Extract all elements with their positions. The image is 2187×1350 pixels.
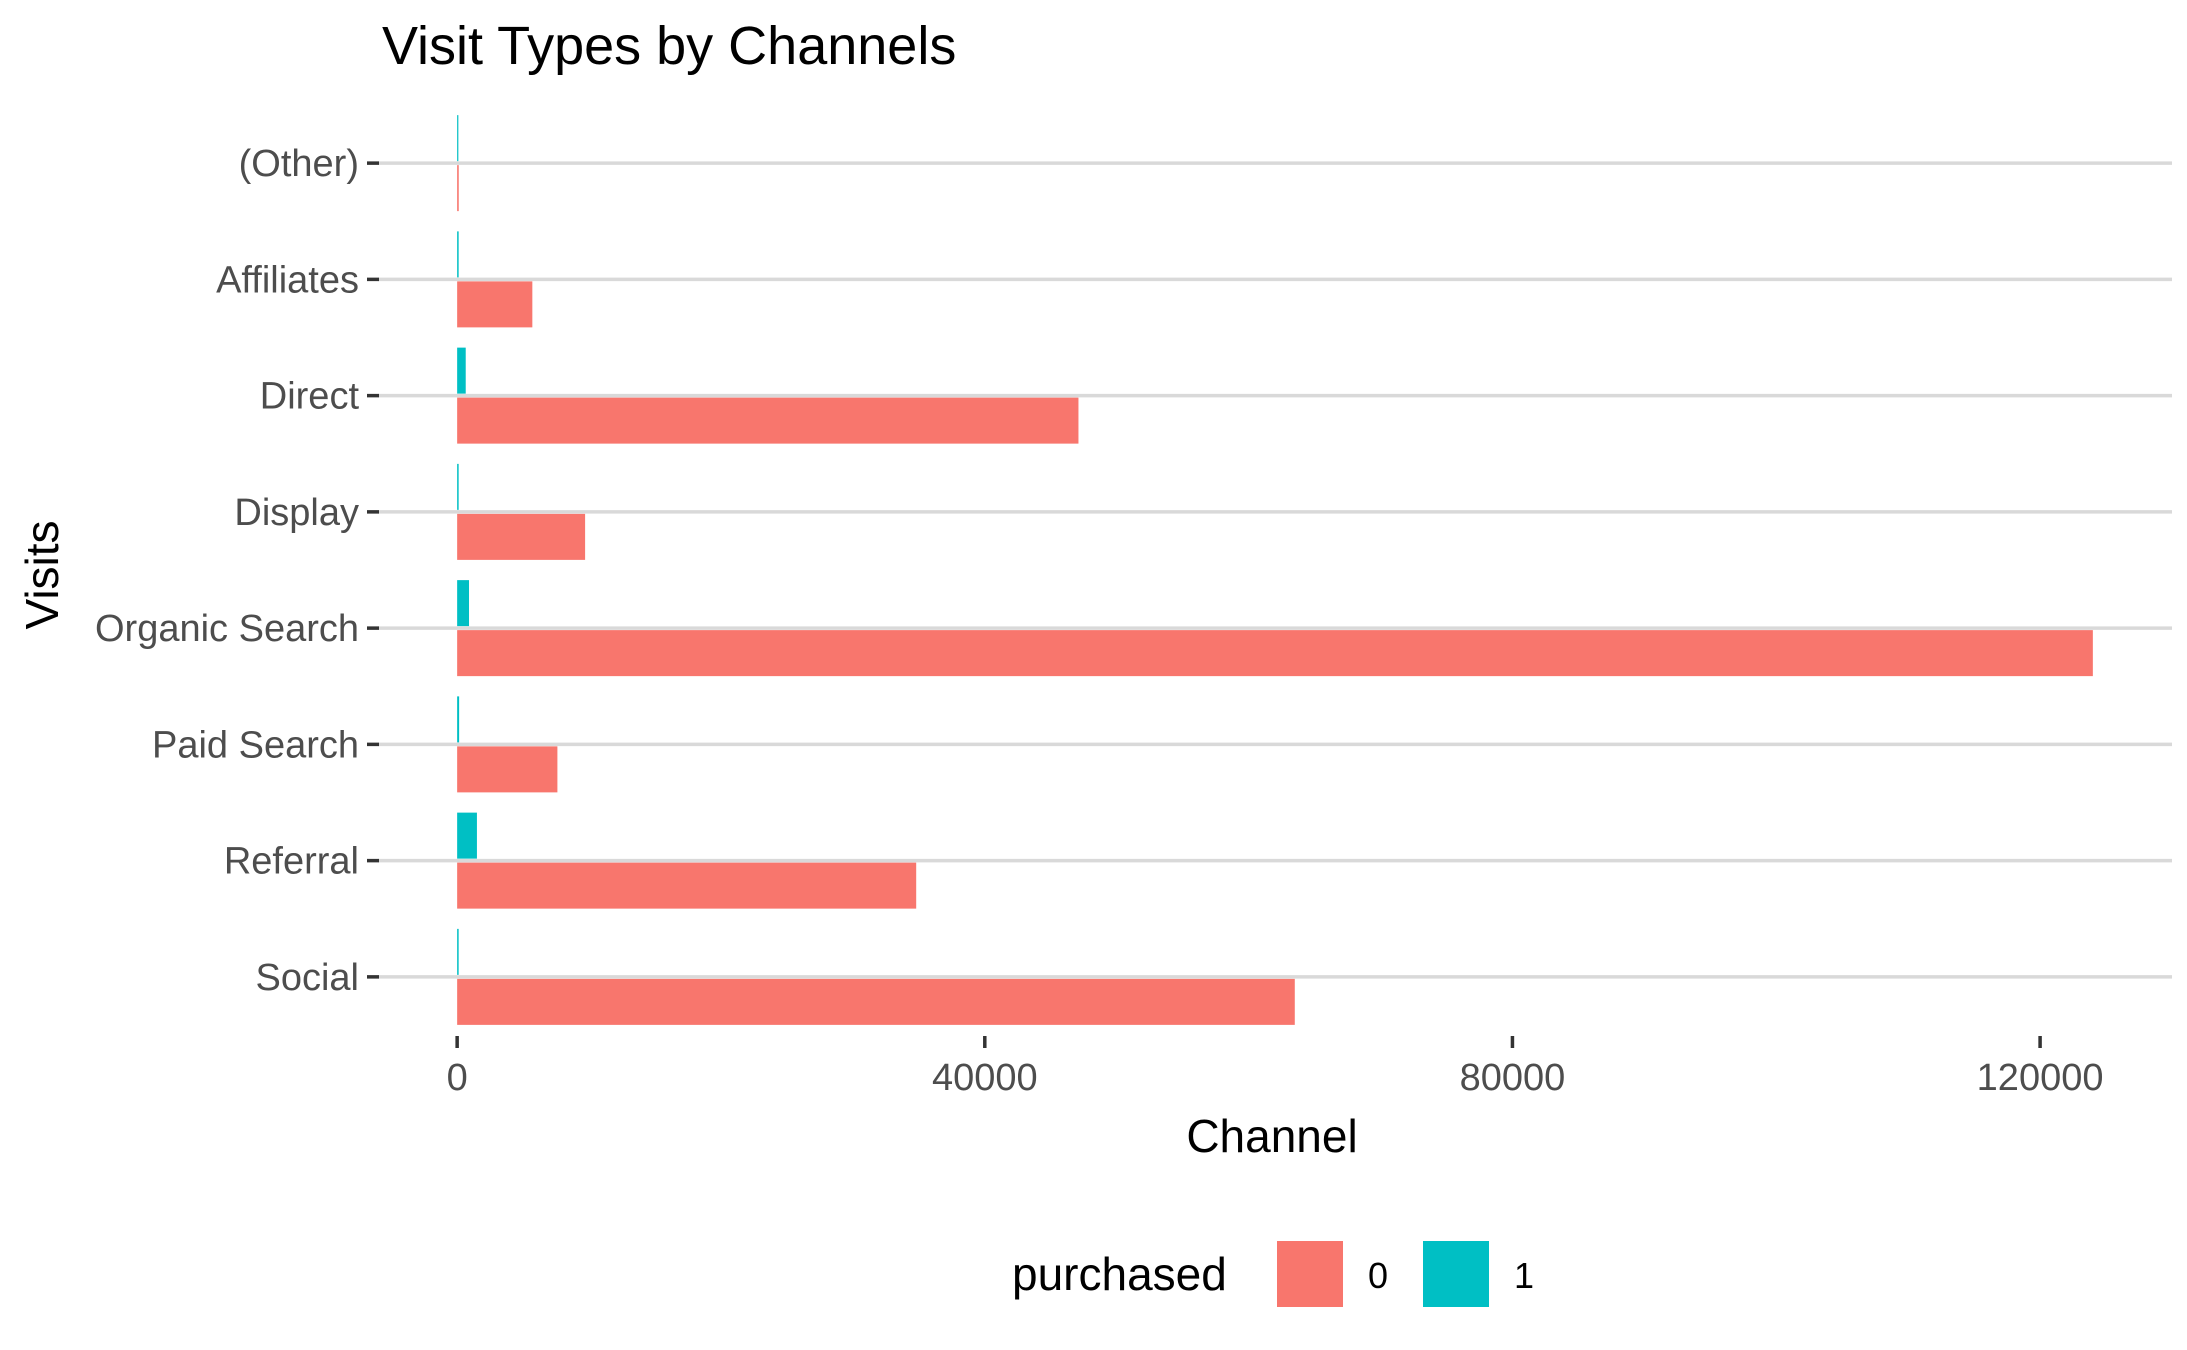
bar-1-affiliates bbox=[457, 231, 459, 278]
chart-title: Visit Types by Channels bbox=[382, 16, 956, 76]
x-tick-label: 0 bbox=[447, 1057, 468, 1099]
legend-key-0 bbox=[1277, 1241, 1343, 1307]
x-tick-label: 40000 bbox=[932, 1057, 1038, 1099]
legend-key-1 bbox=[1423, 1241, 1489, 1307]
bar-0-referral bbox=[457, 862, 917, 909]
y-axis-title: Visits bbox=[16, 520, 68, 629]
y-axis: Social Referral Paid Search Organic Search D… bbox=[95, 143, 379, 999]
bar-1-direct bbox=[457, 347, 466, 394]
bar-0-other bbox=[457, 165, 459, 212]
y-tick-label: Social bbox=[256, 957, 360, 999]
bar-1-organic-search bbox=[457, 580, 470, 627]
bar-0-affiliates bbox=[457, 281, 533, 328]
y-tick-label: (Other) bbox=[239, 143, 359, 185]
bar-1-referral bbox=[457, 812, 477, 859]
gridlines bbox=[378, 161, 2172, 979]
x-tick-label: 120000 bbox=[1977, 1057, 2104, 1099]
y-tick-label: Referral bbox=[224, 841, 359, 883]
bar-0-direct bbox=[457, 397, 1079, 444]
y-tick-label: Display bbox=[234, 492, 359, 534]
bar-0-display bbox=[457, 513, 586, 560]
legend-label: 0 bbox=[1368, 1255, 1388, 1296]
x-axis: 0 40000 80000 120000 bbox=[447, 1036, 2104, 1099]
y-tick-label: Organic Search bbox=[95, 608, 359, 650]
x-tick-label: 80000 bbox=[1460, 1057, 1566, 1099]
legend: purchased 0 1 bbox=[1012, 1241, 1534, 1307]
bar-0-paid-search bbox=[457, 746, 558, 793]
y-tick-label: Direct bbox=[260, 376, 360, 418]
y-tick-label: Affiliates bbox=[216, 259, 359, 301]
legend-title: purchased bbox=[1012, 1248, 1227, 1300]
bar-1-display bbox=[457, 463, 459, 510]
bar-0-social bbox=[457, 978, 1295, 1025]
bar-1-social bbox=[457, 928, 459, 975]
bar-1-other bbox=[457, 115, 459, 162]
y-tick-label: Paid Search bbox=[152, 724, 359, 766]
bar-0-organic-search bbox=[457, 630, 2093, 677]
x-axis-title: Channel bbox=[1186, 1110, 1357, 1162]
legend-label: 1 bbox=[1514, 1255, 1534, 1296]
bar-1-paid-search bbox=[457, 696, 460, 743]
bars bbox=[457, 115, 2093, 1025]
